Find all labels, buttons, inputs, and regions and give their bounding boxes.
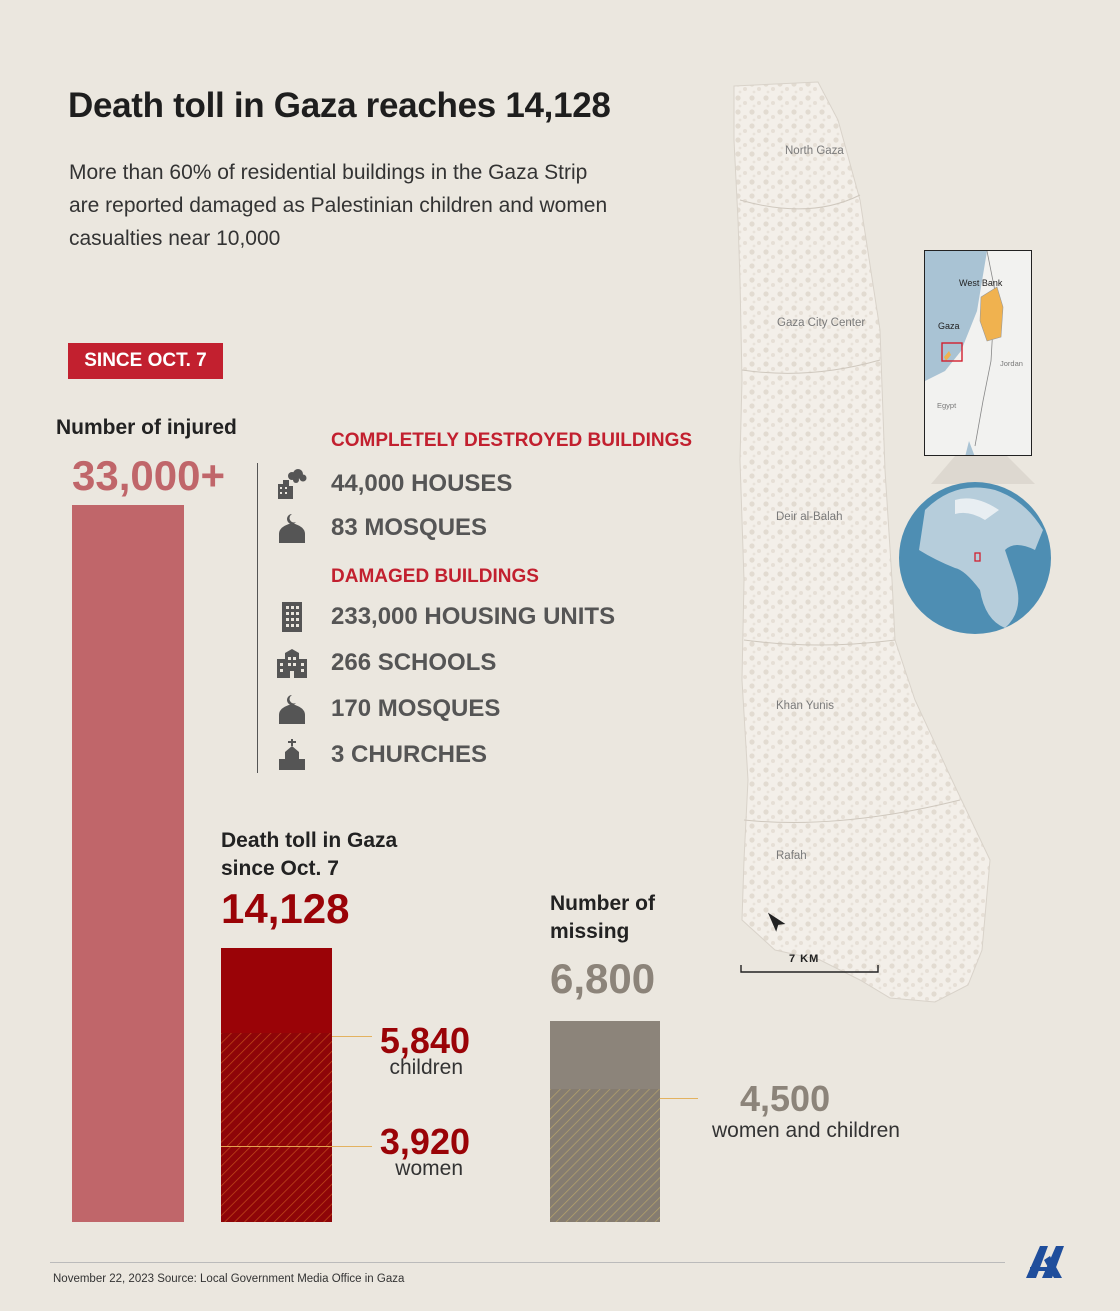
missing-value: 6,800 (550, 955, 656, 1002)
children-leader-line (332, 1036, 372, 1037)
destroyed-item-text: 83 MOSQUES (331, 514, 488, 541)
damaged-item-text: 266 SCHOOLS (331, 649, 497, 676)
missing-label-line2: missing (550, 920, 630, 943)
damaged-item-text: 3 CHURCHES (331, 741, 488, 768)
page-subtitle: More than 60% of residential buildings i… (69, 161, 608, 250)
damaged-item-text: 233,000 HOUSING UNITS (331, 603, 616, 630)
map-label-rafah: Rafah (776, 850, 807, 862)
death-label-line2: since Oct. 7 (221, 857, 339, 880)
missing-bar-other-segment (550, 1021, 660, 1089)
women-leader-line (332, 1146, 372, 1147)
church-icon (279, 739, 305, 770)
missing-wc-label: women and children (712, 1119, 900, 1142)
inset-label-gaza: Gaza (938, 321, 960, 331)
school-icon (277, 649, 307, 678)
since-badge: SINCE OCT. 7 (68, 343, 223, 379)
mosque-icon (279, 695, 305, 724)
women-value: 3,920 (379, 1121, 470, 1162)
damaged-heading: DAMAGED BUILDINGS (331, 566, 539, 587)
death-bar-other-segment (221, 948, 332, 1033)
children-value: 5,840 (379, 1020, 470, 1061)
missing-label-line1: Number of (550, 892, 655, 915)
buildings-divider (257, 463, 258, 773)
north-arrow-icon (767, 912, 786, 932)
destroyed-item-text: 44,000 HOUSES (331, 470, 513, 497)
map-scale-label: 7 KM (789, 953, 820, 965)
women-label: women (395, 1157, 463, 1180)
map-label-north-gaza: North Gaza (785, 145, 844, 157)
inset-map-shapes (925, 251, 1031, 455)
inset-map: West Bank Gaza Jordan Egypt (924, 250, 1032, 456)
injured-value: 33,000+ (72, 452, 225, 499)
footer-source: November 22, 2023 Source: Local Governme… (53, 1273, 405, 1285)
apartment-building-icon (282, 602, 302, 632)
children-label: children (389, 1056, 463, 1079)
death-bar (221, 948, 332, 1222)
mosque-icon (279, 514, 305, 543)
damaged-item-text: 170 MOSQUES (331, 695, 501, 722)
missing-leader-line (660, 1098, 698, 1099)
footer-divider (50, 1262, 1005, 1263)
map-label-khan-yunis: Khan Yunis (776, 700, 834, 712)
map-label-deir-al-balah: Deir al-Balah (776, 511, 843, 523)
death-value: 14,128 (221, 885, 350, 932)
inset-label-egypt: Egypt (937, 401, 957, 410)
inset-label-jordan: Jordan (1000, 359, 1023, 368)
injured-bar (72, 505, 184, 1222)
page-title: Death toll in Gaza reaches 14,128 (68, 86, 611, 125)
death-label-line1: Death toll in Gaza (221, 829, 398, 852)
map-scale-bar (740, 965, 879, 973)
death-bar-children-segment (221, 1033, 332, 1146)
children-women-divider (221, 1146, 332, 1147)
injured-label: Number of injured (56, 416, 237, 439)
inset-label-west-bank: West Bank (959, 278, 1003, 288)
aa-logo-icon (1026, 1246, 1064, 1278)
gaza-map (733, 81, 991, 1003)
destroyed-building-icon (278, 469, 307, 499)
destroyed-heading: COMPLETELY DESTROYED BUILDINGS (331, 430, 693, 451)
globe-locator (899, 456, 1051, 634)
missing-wc-value: 4,500 (740, 1078, 831, 1119)
map-label-gaza-city-center: Gaza City Center (777, 317, 866, 329)
missing-bar-women-children-segment (550, 1089, 660, 1222)
death-bar-women-segment (221, 1146, 332, 1222)
missing-bar (550, 1021, 660, 1222)
